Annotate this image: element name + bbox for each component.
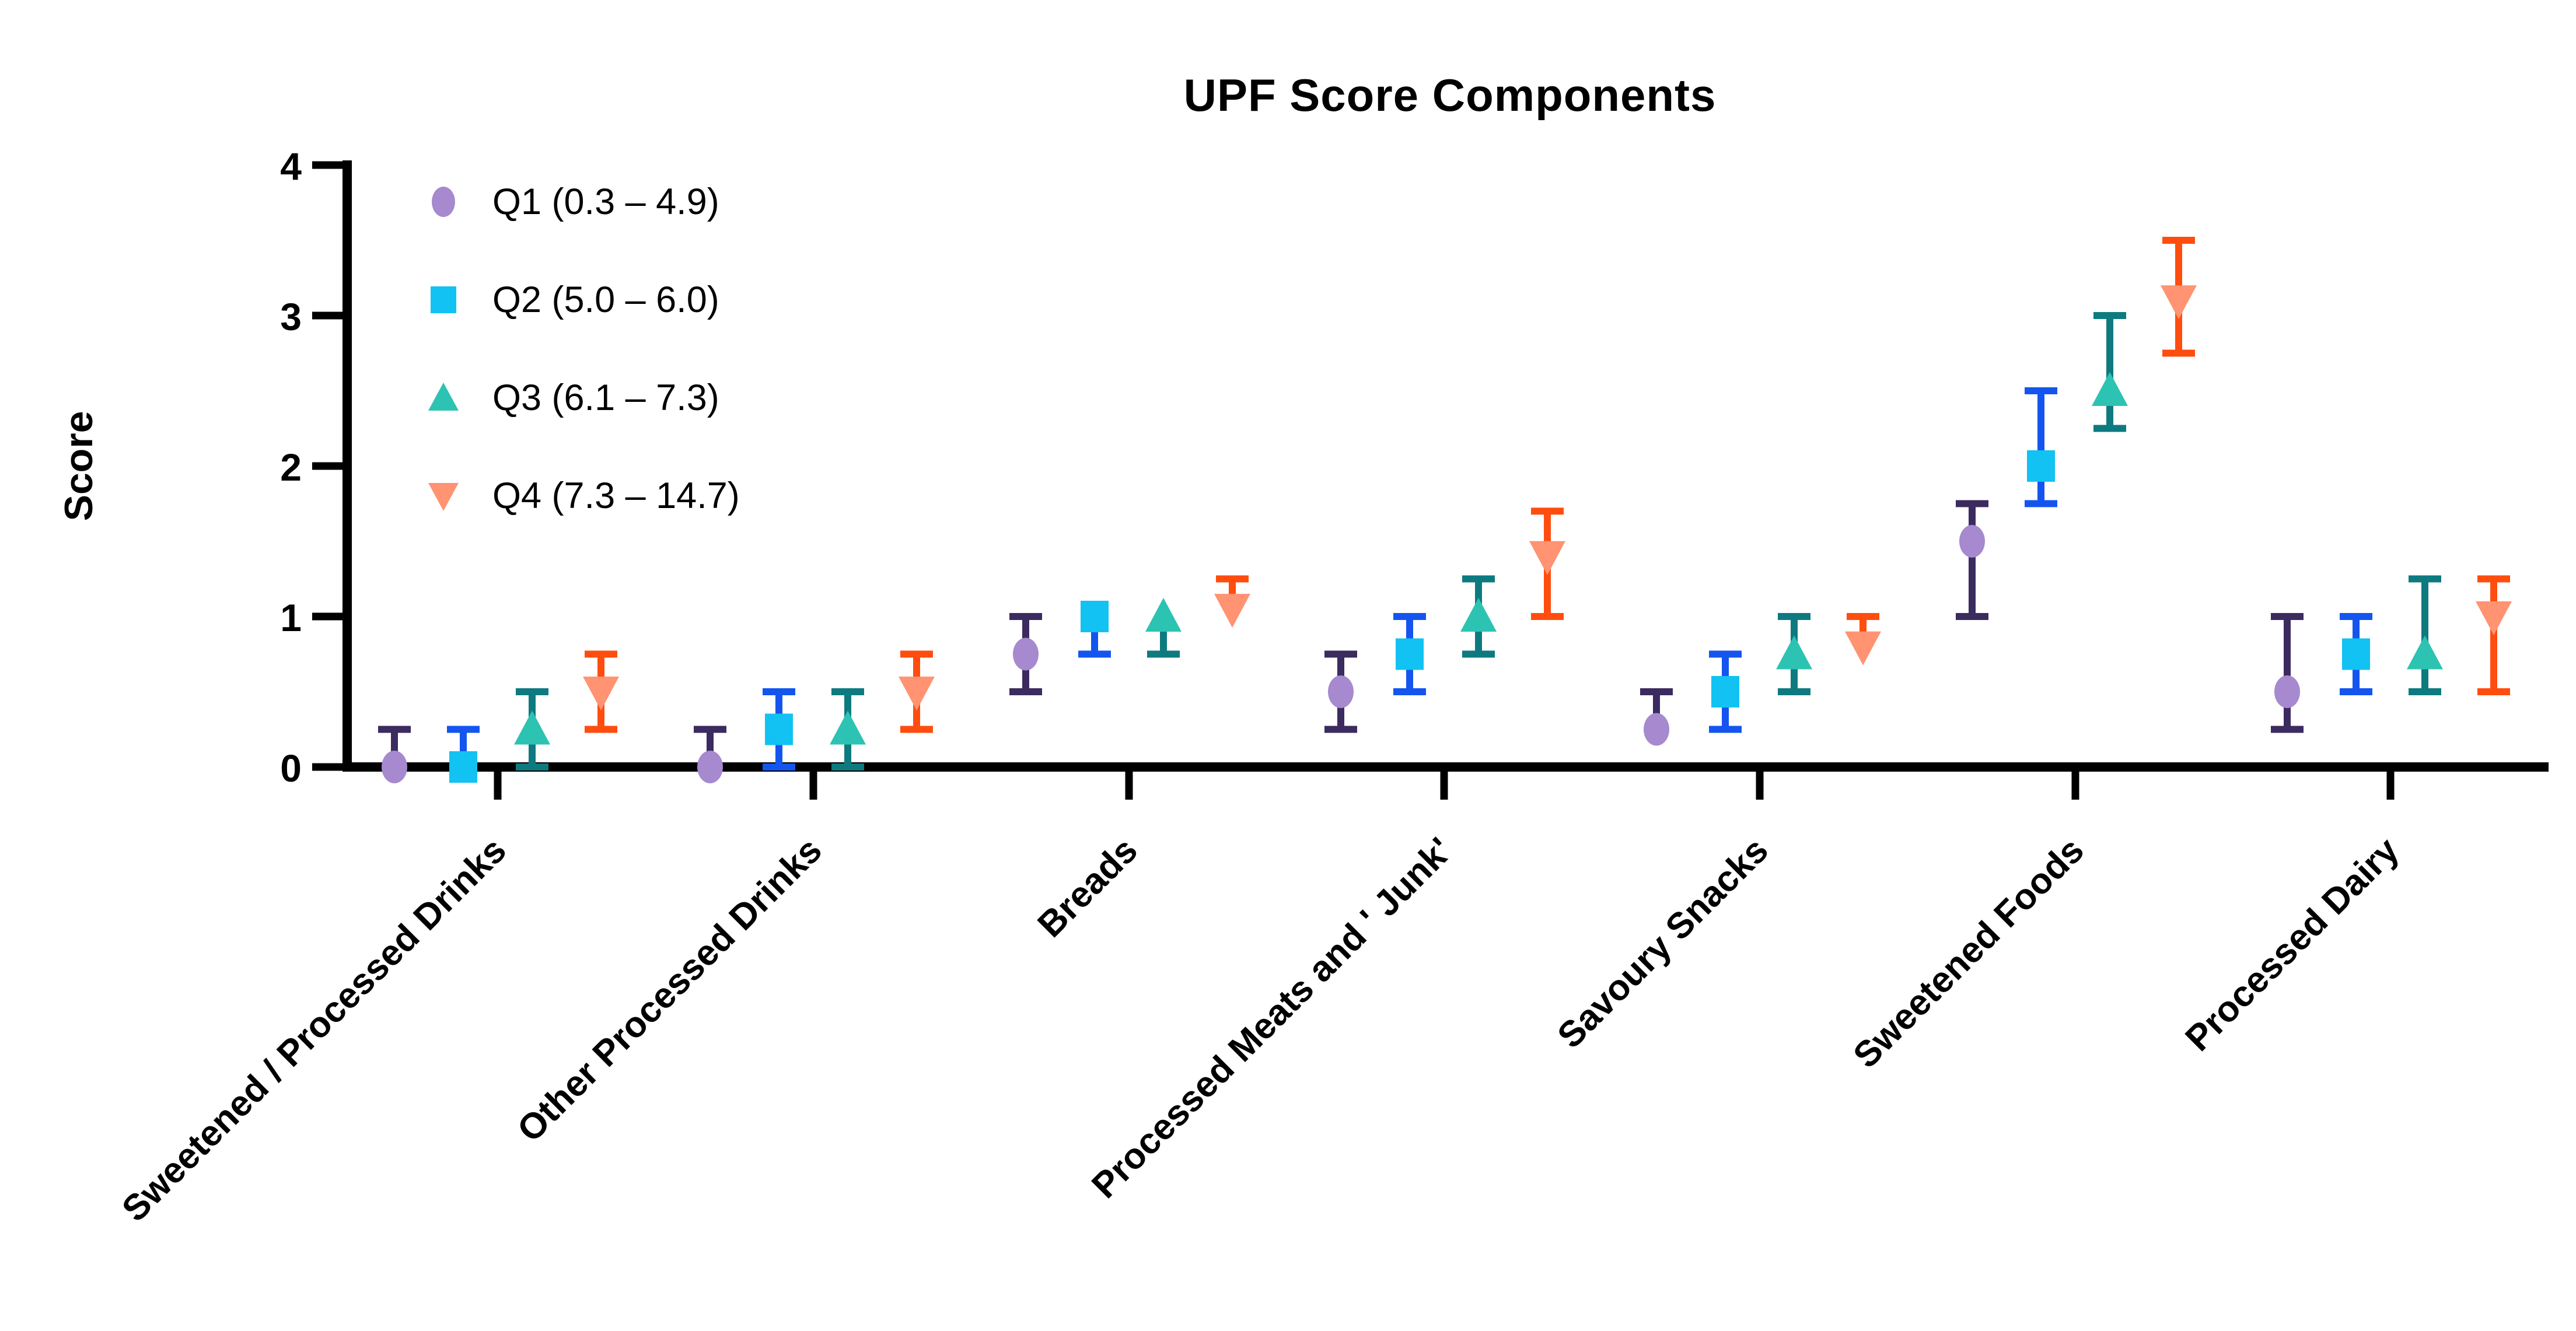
- marker-circle-q1: [2274, 675, 2300, 708]
- marker-triangle-down-q4: [1529, 541, 1565, 575]
- y-tick-label: 4: [280, 145, 302, 188]
- category-label: Processed Dairy: [2177, 830, 2407, 1059]
- legend-item-q1: Q1 (0.3 – 4.9): [425, 153, 740, 251]
- y-tick-label: 2: [280, 446, 302, 489]
- legend-item-q2: Q2 (5.0 – 6.0): [425, 251, 740, 349]
- marker-triangle-down-q4: [1214, 594, 1250, 628]
- marker-square-q2: [1081, 601, 1109, 632]
- category-label: Sweetened / Processed Drinks: [114, 830, 514, 1230]
- marker-triangle-down-q4: [583, 677, 619, 710]
- legend-label-q4: Q4 (7.3 – 14.7): [492, 475, 740, 516]
- legend-marker-triangle-up: [428, 383, 459, 411]
- marker-triangle-up-q3: [1776, 635, 1812, 670]
- y-tick-label: 3: [280, 295, 302, 338]
- y-axis-title: Score: [57, 411, 101, 521]
- legend-label-q3: Q3 (6.1 – 7.3): [492, 377, 719, 418]
- marker-triangle-up-q3: [1145, 598, 1182, 632]
- marker-circle-q1: [697, 751, 723, 783]
- marker-triangle-down-q4: [2161, 285, 2197, 320]
- marker-square-q2: [1396, 638, 1424, 670]
- marker-square-q2: [1711, 676, 1739, 707]
- y-tick-label: 0: [280, 747, 302, 790]
- marker-circle-q1: [1328, 675, 1354, 708]
- marker-square-q2: [2027, 450, 2055, 482]
- marker-circle-q1: [382, 751, 407, 783]
- marker-triangle-up-q3: [2407, 635, 2443, 670]
- marker-triangle-up-q3: [1460, 598, 1497, 632]
- marker-circle-q1: [1013, 638, 1039, 671]
- legend-marker-square: [431, 286, 456, 313]
- marker-square-q2: [765, 713, 793, 745]
- marker-triangle-up-q3: [2092, 372, 2128, 406]
- q2-square-icon: [431, 286, 456, 313]
- legend-label-q1: Q1 (0.3 – 4.9): [492, 181, 719, 222]
- q4-triangle-down-icon: [428, 483, 459, 511]
- marker-triangle-down-q4: [2476, 601, 2512, 635]
- q3-triangle-up-icon: [428, 383, 459, 411]
- legend-item-q4: Q4 (7.3 – 14.7): [425, 447, 740, 545]
- marker-triangle-up-q3: [830, 710, 866, 745]
- marker-triangle-up-q3: [514, 710, 550, 745]
- category-label: Breads: [1030, 830, 1145, 945]
- chart-legend: Q1 (0.3 – 4.9) Q2 (5.0 – 6.0) Q3 (6.1 – …: [425, 153, 740, 545]
- q1-circle-icon: [432, 187, 455, 217]
- category-label: Other Processed Drinks: [510, 830, 830, 1150]
- y-tick-label: 1: [280, 596, 302, 639]
- chart-title: UPF Score Components: [1183, 69, 1717, 121]
- marker-circle-q1: [1644, 713, 1669, 746]
- category-label: Processed Meats and ' Junk': [1084, 830, 1460, 1206]
- marker-circle-q1: [1959, 525, 1985, 558]
- legend-label-q2: Q2 (5.0 – 6.0): [492, 279, 719, 320]
- legend-marker-circle: [432, 187, 455, 217]
- legend-marker-triangle-down: [428, 483, 459, 511]
- legend-item-q3: Q3 (6.1 – 7.3): [425, 349, 740, 447]
- category-label: Savoury Snacks: [1550, 830, 1776, 1056]
- marker-square-q2: [449, 751, 477, 783]
- marker-triangle-down-q4: [899, 677, 935, 710]
- category-label: Sweetened Foods: [1846, 830, 2092, 1076]
- marker-square-q2: [2342, 638, 2370, 670]
- marker-triangle-down-q4: [1845, 631, 1881, 666]
